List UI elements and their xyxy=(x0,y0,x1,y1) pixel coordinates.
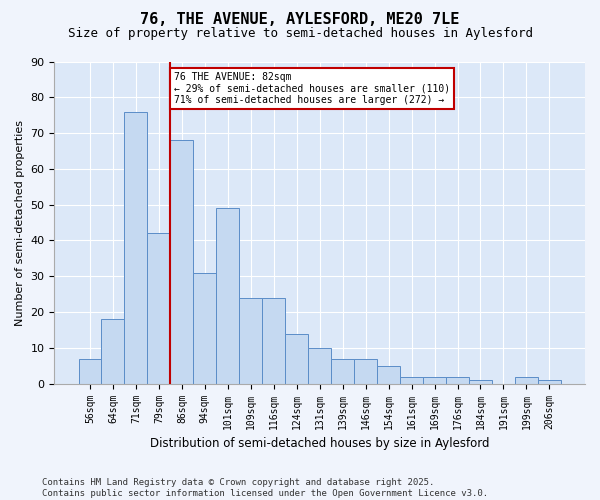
Bar xyxy=(423,376,446,384)
Bar xyxy=(239,298,262,384)
Bar xyxy=(170,140,193,384)
Bar xyxy=(446,376,469,384)
Bar xyxy=(193,272,217,384)
Bar xyxy=(538,380,561,384)
Bar xyxy=(285,334,308,384)
Y-axis label: Number of semi-detached properties: Number of semi-detached properties xyxy=(15,120,25,326)
X-axis label: Distribution of semi-detached houses by size in Aylesford: Distribution of semi-detached houses by … xyxy=(150,437,490,450)
Bar xyxy=(217,208,239,384)
Bar xyxy=(101,320,124,384)
Bar xyxy=(331,358,354,384)
Bar xyxy=(377,366,400,384)
Bar xyxy=(515,376,538,384)
Text: 76 THE AVENUE: 82sqm
← 29% of semi-detached houses are smaller (110)
71% of semi: 76 THE AVENUE: 82sqm ← 29% of semi-detac… xyxy=(174,72,450,106)
Bar xyxy=(124,112,148,384)
Bar xyxy=(354,358,377,384)
Text: Contains HM Land Registry data © Crown copyright and database right 2025.
Contai: Contains HM Land Registry data © Crown c… xyxy=(42,478,488,498)
Text: 76, THE AVENUE, AYLESFORD, ME20 7LE: 76, THE AVENUE, AYLESFORD, ME20 7LE xyxy=(140,12,460,28)
Bar xyxy=(400,376,423,384)
Bar xyxy=(308,348,331,384)
Bar xyxy=(262,298,285,384)
Text: Size of property relative to semi-detached houses in Aylesford: Size of property relative to semi-detach… xyxy=(67,28,533,40)
Bar xyxy=(148,234,170,384)
Bar xyxy=(79,358,101,384)
Bar xyxy=(469,380,492,384)
